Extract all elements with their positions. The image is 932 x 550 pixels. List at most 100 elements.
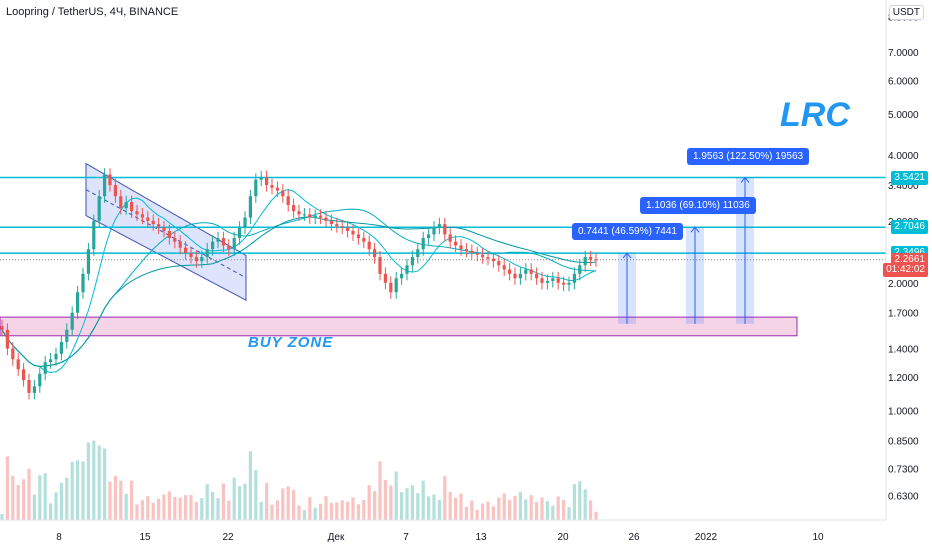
y-tick-label: 2.0000 [888,279,919,290]
candle-body [459,245,463,250]
volume-bar [421,480,425,520]
candle-body [508,269,512,274]
volume-bar [367,485,371,520]
y-tick-label: 1.4000 [888,344,919,355]
candle-body [421,238,425,250]
volume-bar [140,500,144,520]
candlesticks [0,168,598,400]
volume-bar [173,497,177,520]
candle-body [270,185,274,188]
candle-body [97,196,101,221]
candle-body [410,257,414,266]
volume-bar [443,476,447,520]
channel-midline [85,189,247,279]
candle-body [108,174,112,186]
candle-body [59,342,63,354]
y-tick-label: 4.0000 [888,151,919,162]
currency-selector[interactable]: USDT [888,5,924,20]
volume-bar [108,481,112,520]
volume-bar [76,460,80,520]
volume-bar [508,500,512,520]
y-tick-label: 5.0000 [888,110,919,121]
volume-bar [373,491,377,520]
candle-body [81,273,85,293]
y-tick-label: 0.7300 [888,464,919,475]
candle-body [567,282,571,285]
buy-zone-rect [0,316,798,337]
candle-body [157,224,161,228]
volume-bar [275,500,279,520]
price-tag: 3.5421 [891,170,928,185]
measure-label: 0.7441 (46.59%) 7441 [572,223,683,241]
candle-body [319,215,323,218]
candle-body [238,227,242,239]
x-tick-label: 10 [812,532,824,543]
candle-body [362,238,366,242]
x-tick-label: 22 [222,532,234,543]
volume-bar [124,493,128,520]
candle-body [248,196,252,218]
volume-bar [572,484,576,520]
x-tick-label: Дек [328,532,345,543]
candle-body [335,224,339,227]
candle-body [211,241,215,250]
x-tick-label: 20 [557,532,569,543]
volume-bar [200,498,204,520]
buy-zone-label: BUY ZONE [248,334,334,351]
volume-bar [529,495,533,520]
y-tick-label: 3.4000 [888,181,919,192]
measure-label: 1.9563 (122.50%) 19563 [687,147,810,165]
arrow-head [740,176,750,183]
volume-bar [43,473,47,520]
candle-body [43,362,47,374]
volume-bar [286,486,290,520]
y-tick-label: 1.0000 [888,406,919,417]
candle-body [151,220,155,225]
candle-body [162,227,166,231]
volume-bar [65,477,69,520]
volume-bar [38,475,42,520]
volume-bar [265,482,269,520]
volume-bar [400,492,404,520]
volume-bar [157,498,161,520]
volume-bar [162,494,166,520]
volume-bar [86,442,90,520]
candle-body [443,224,447,235]
candle-body [578,265,582,274]
volume-bar [297,505,301,520]
volume-bar [259,501,263,520]
volume-bar [97,445,101,520]
volume-bar [270,504,274,520]
volume-bar [238,486,242,520]
volume-bar [459,493,463,520]
ticker-annotation: LRC [780,96,850,134]
candle-body [178,241,182,248]
volume-bar [416,493,420,520]
volume-bar [167,491,171,520]
volume-bar [524,499,528,520]
volume-bar [308,497,312,520]
candle-body [189,253,193,258]
volume-bar [427,496,431,520]
volume-bar [383,480,387,520]
candle-body [383,273,387,283]
volume-bar [319,503,323,520]
volume-bar [362,500,366,520]
measure-arrows [618,176,754,324]
candle-body [275,187,279,191]
candle-body [146,217,150,221]
candle-body [254,179,258,197]
x-tick-label: 15 [139,532,151,543]
candle-body [65,329,69,343]
volume-bar [329,502,333,520]
volume-bar [356,504,360,520]
x-tick-label: 2022 [695,532,718,543]
volume-bar [551,505,555,520]
candle-body [572,273,576,283]
volume-bar [216,498,220,520]
candle-body [0,326,4,330]
candle-body [594,259,598,261]
volume-bar [545,501,549,520]
volume-bar [243,483,247,520]
y-tick-label: 0.8500 [888,436,919,447]
